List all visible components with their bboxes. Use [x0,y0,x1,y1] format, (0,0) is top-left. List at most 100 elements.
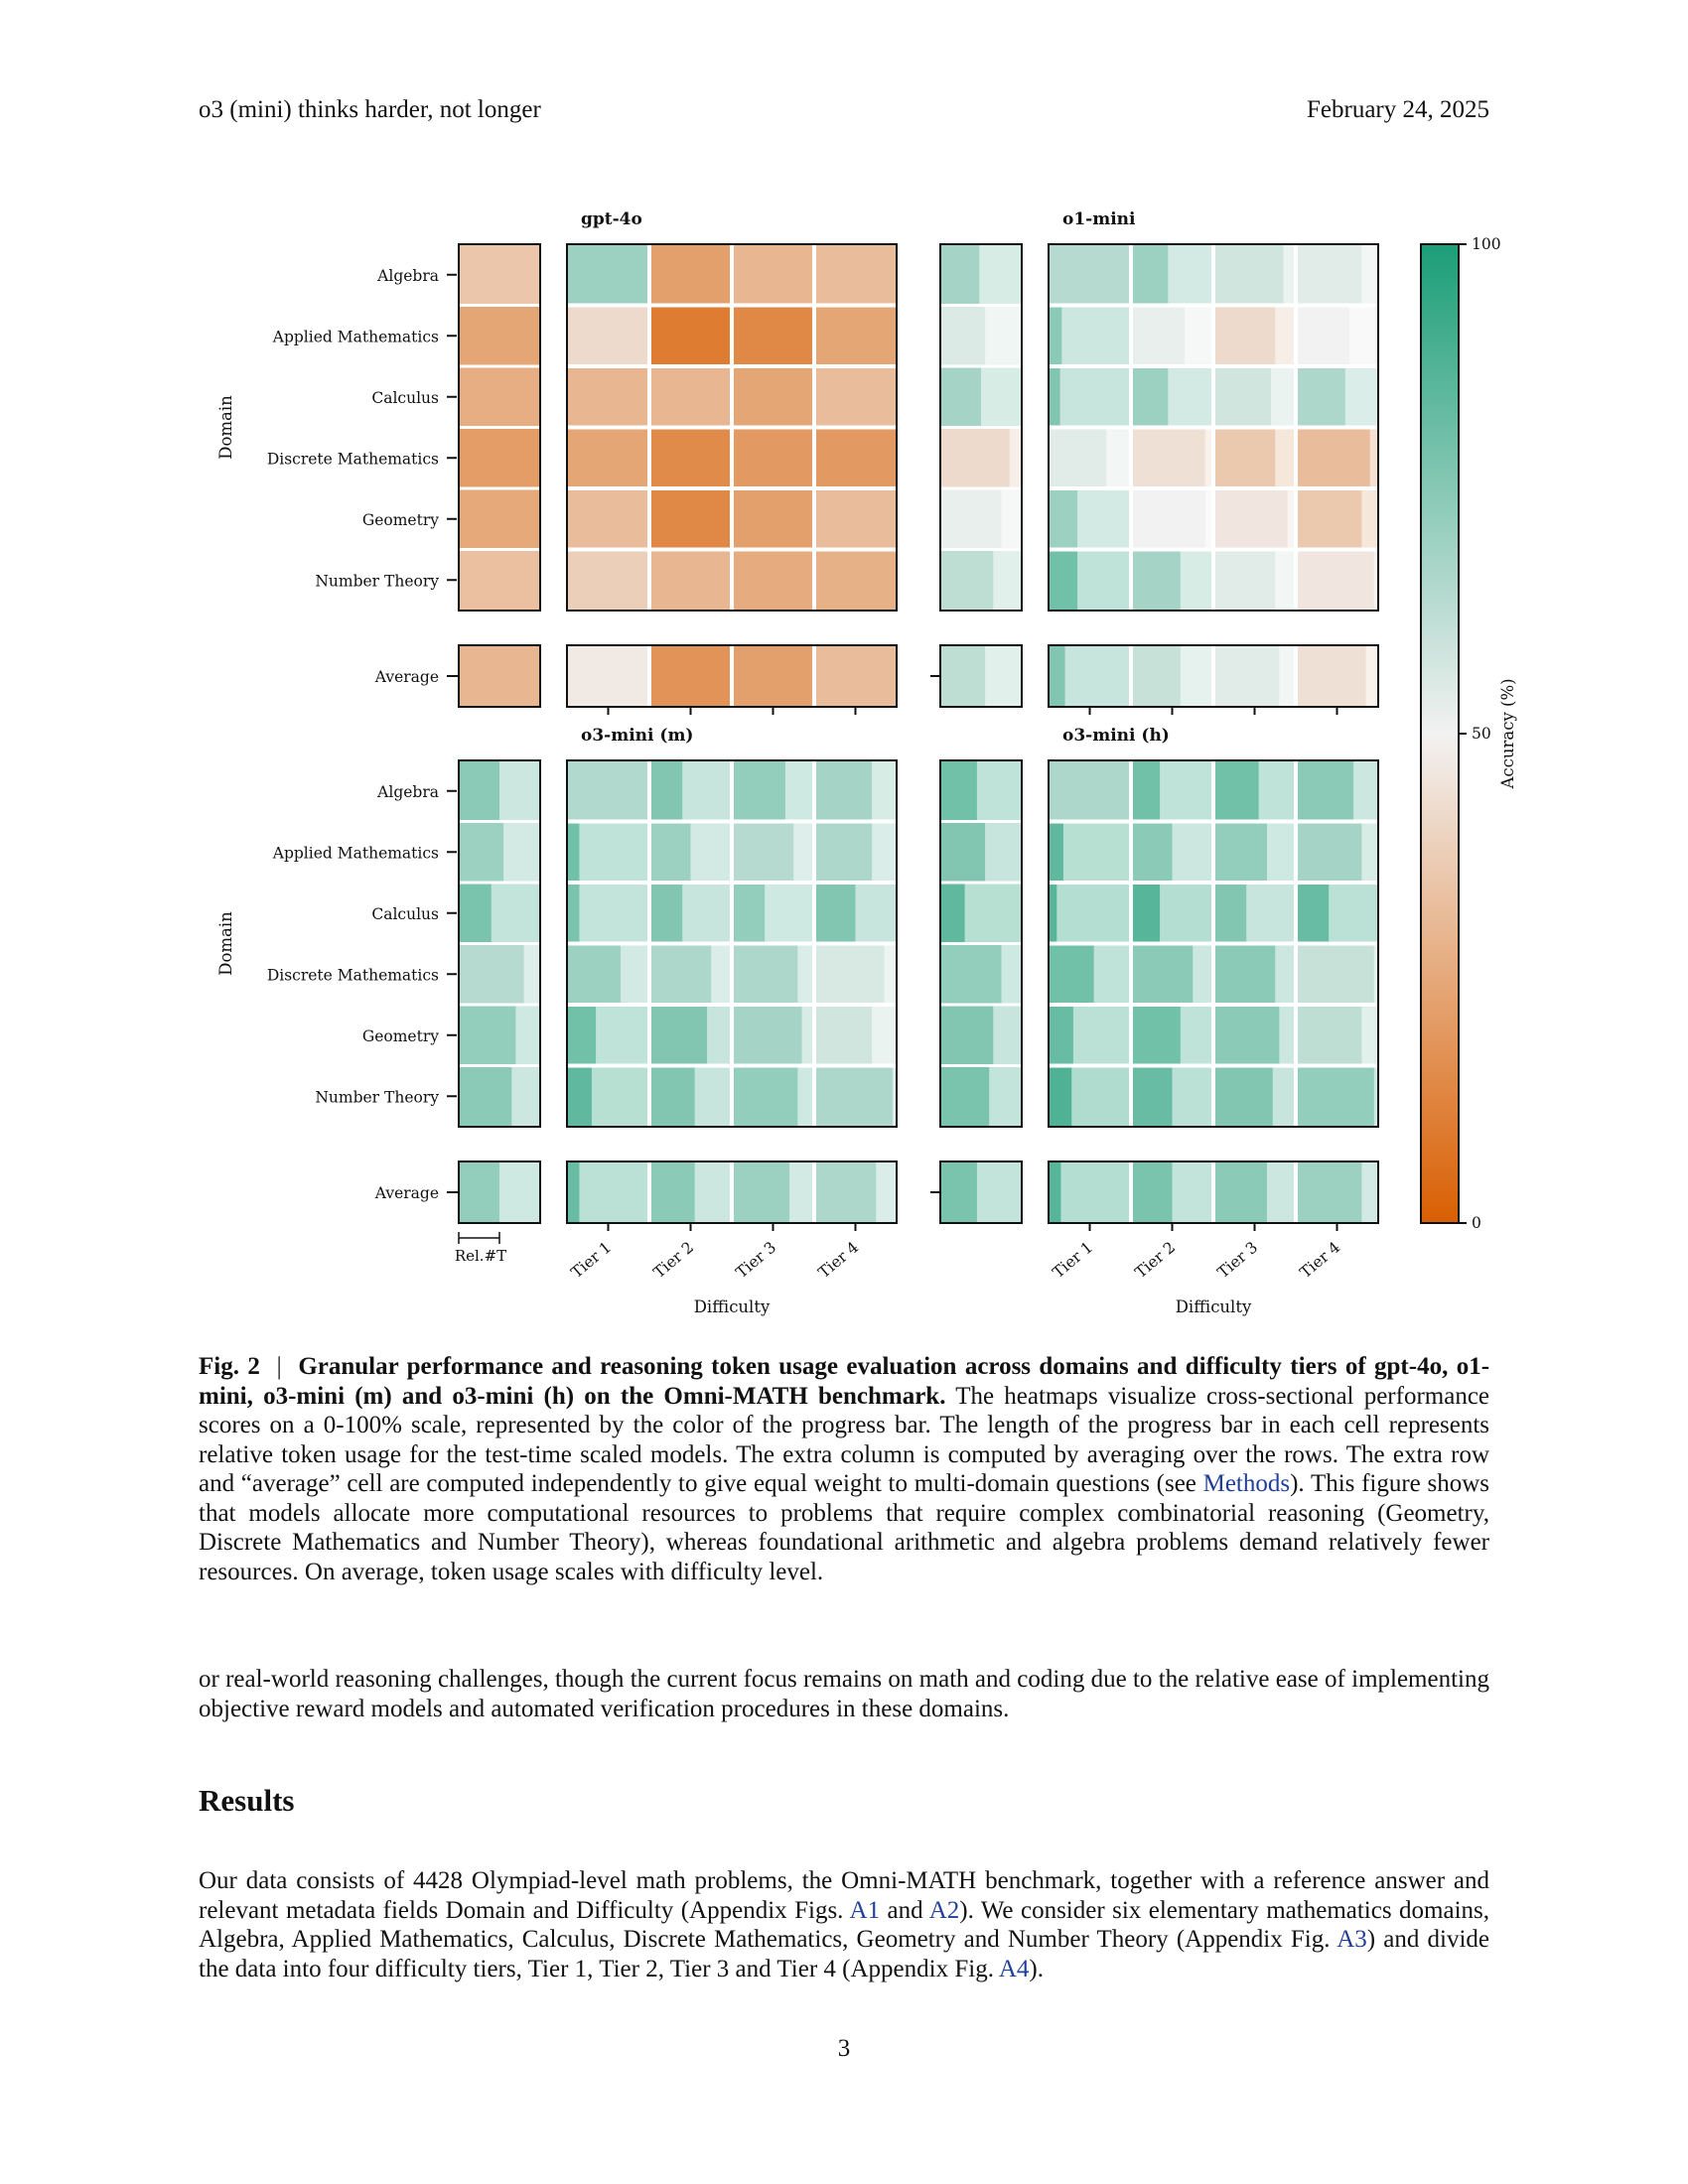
domain-avg-cell-bar [940,1005,994,1066]
average-row-cell-bar [1213,1161,1267,1223]
heatmap-cell [567,244,649,306]
heatmap-cell-bar [814,821,873,883]
domain-avg-cell [459,549,540,611]
heatmap-cell-bar [649,1065,695,1127]
average-row-frame [1048,644,1379,708]
overall-avg-cell [459,645,540,707]
domain-avg-frame [458,759,541,1128]
heatmap-cell-bg [1049,305,1131,366]
heatmap-cell-bar [1296,549,1374,611]
heatmap-cell [649,305,732,366]
average-row-frame [566,644,898,708]
average-row-cell-bar [1049,1161,1061,1223]
para2-text-d: ) and divide the data into four difficul… [199,1926,1489,1982]
heatmap-cell-bar [1213,760,1259,822]
heatmap-cell-bar [1296,427,1370,488]
ref-a3-link[interactable]: A3 [1336,1926,1367,1953]
body-paragraph-2: Our data consists of 4428 Olympiad-level… [199,1866,1489,1983]
heatmap-frame [566,243,898,612]
heatmap-cell-bar [1296,883,1330,944]
running-header-title: o3 (mini) thinks harder, not longer [199,96,541,123]
overall-avg-cell-bar [940,645,986,707]
heatmap-cell-bar [814,1065,893,1127]
domain-avg-cell [459,244,540,306]
heatmap-cell-bar [567,821,580,883]
heatmap-cell-bar [1213,488,1288,550]
heatmap-cell [732,488,814,550]
heatmap-cell-bar [649,1005,708,1066]
heatmap-cell [567,488,649,550]
colorbar-tick-label: 100 [1472,235,1501,253]
figure-label: Fig. 2 [199,1353,260,1380]
heatmap-cell-bar [1049,883,1057,944]
domain-avg-cell [459,427,540,488]
average-row-cell-bar [1049,645,1065,707]
heatmap-cell-bar [1213,1005,1280,1066]
heatmap-cell-bar [814,760,873,822]
heatmap-cell-bar [1131,1065,1173,1127]
heatmap-cell [814,366,897,428]
heatmap-cell [814,488,897,550]
body-paragraph-1: or real-world reasoning challenges, thou… [199,1666,1489,1722]
domain-avg-cell-bar [459,883,492,944]
average-row-cell-bar [567,1161,580,1223]
heatmap-cell [567,549,649,611]
heatmap-cell-bar [1131,943,1194,1005]
panel-title: gpt-4o [581,209,642,229]
heatmap-cell-bar [814,883,856,944]
domain-avg-cell-bar [940,1065,990,1127]
x-axis-label: Difficulty [694,1297,771,1316]
heatmap-cell-bar [732,943,798,1005]
average-row-cell [814,645,897,707]
heatmap-cell-bar [1049,821,1063,883]
domain-avg-cell-bar [940,366,981,428]
colorbar-tick-label: 50 [1472,725,1491,743]
heatmap-cell [732,305,814,366]
heatmap-frame [1048,759,1379,1128]
heatmap-cell-bar [1213,821,1267,883]
heatmap-cell-bar [1049,943,1094,1005]
heatmap-cell-bar [567,1065,592,1127]
tier-tick-label: Tier 4 [1297,1238,1343,1282]
figure-caption: Fig. 2 | Granular performance and reason… [199,1352,1489,1586]
heatmap-cell-bar [1213,427,1276,488]
average-row-cell-bar [814,1161,877,1223]
heatmap-cell [732,549,814,611]
domain-avg-cell-bar [459,1065,512,1127]
heatmap-cell-bar [567,883,580,944]
heatmap-cell-bar [567,760,649,822]
heatmap-cell-bar [649,760,683,822]
domain-avg-cell-bar [940,943,1002,1005]
heatmap-cell [567,366,649,428]
domain-avg-cell-bar [940,244,980,306]
domain-avg-cell-bar [940,488,1002,550]
ref-a1-link[interactable]: A1 [849,1896,881,1924]
methods-link[interactable]: Methods [1202,1470,1291,1497]
heatmap-cell-bar [1049,549,1078,611]
tier-tick-label: Tier 4 [815,1238,862,1282]
heatmap-cell-bg [1049,366,1131,428]
domain-tick-label: Discrete Mathematics [267,450,439,468]
domain-tick-label: Calculus [371,905,439,923]
heatmap-cell-bar [1131,244,1169,306]
domain-avg-cell-bar [459,1005,516,1066]
heatmap-cell-bar [1049,1005,1073,1066]
overall-avg-cell-bar [459,1161,499,1223]
ref-a4-link[interactable]: A4 [998,1955,1030,1982]
heatmap-cell-bar [1296,821,1362,883]
domain-avg-frame [939,759,1023,1128]
domain-tick-label: Algebra [376,783,439,801]
heatmap-cell [649,366,732,428]
heatmap-cell-bar [1213,305,1276,366]
heatmap-cell-bar [732,821,794,883]
heatmap-cell-bar [1131,1005,1181,1066]
domain-avg-cell [459,305,540,366]
heatmap-cell-bar [1296,244,1362,306]
heatmap-cell-bar [1131,305,1185,366]
y-axis-label: Domain [216,395,235,460]
tier-tick-label: Tier 1 [1050,1238,1096,1282]
heatmap-cell-bar [1049,1065,1072,1127]
heatmap-cell [649,427,732,488]
ref-a2-link[interactable]: A2 [928,1896,960,1924]
heatmap-cell-bar [1049,760,1131,822]
